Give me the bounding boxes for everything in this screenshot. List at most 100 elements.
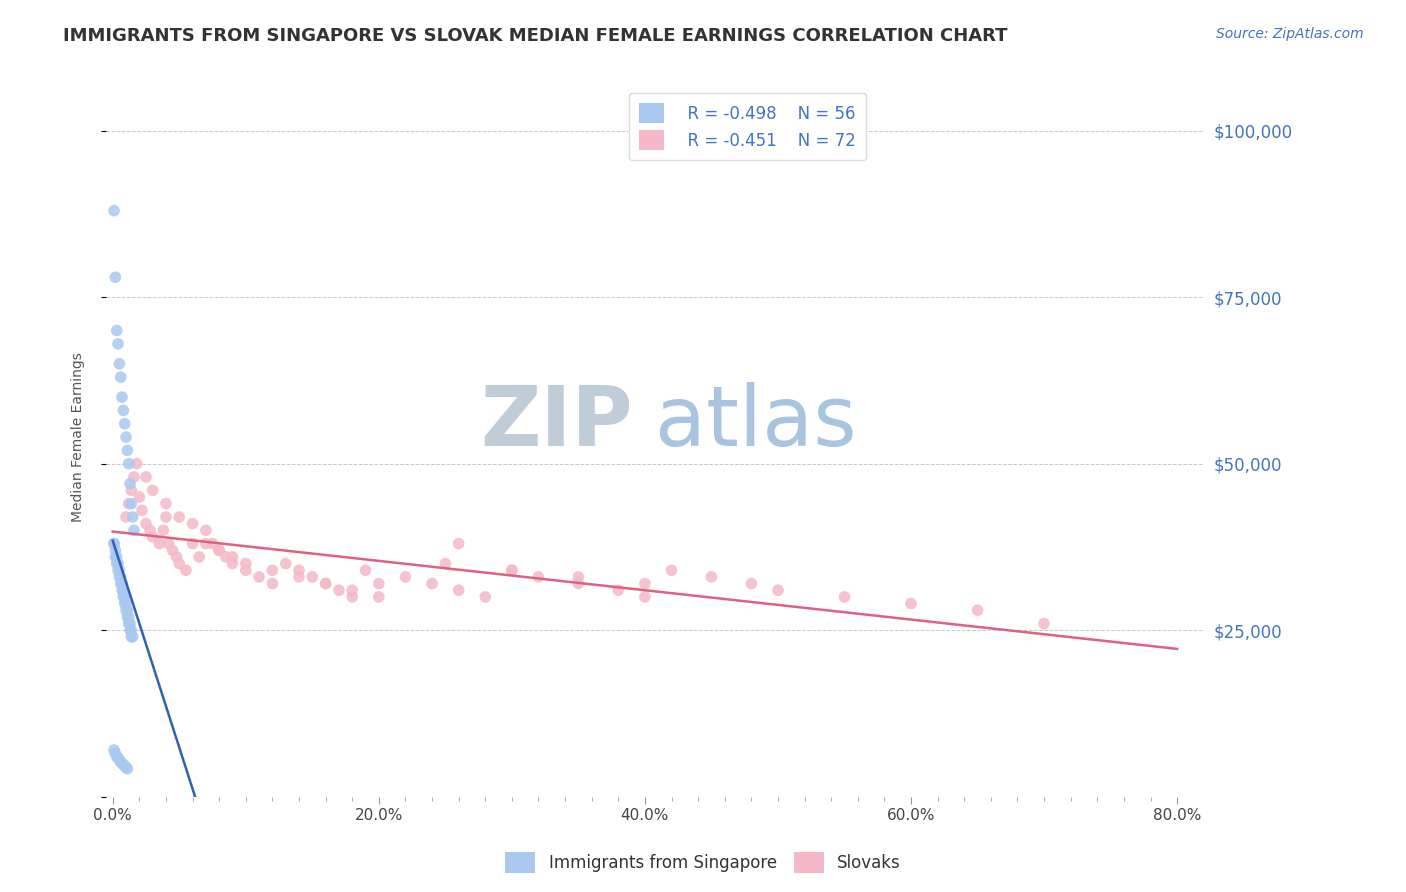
- Point: [107, 557, 129, 571]
- Point: [108, 753, 131, 767]
- Point: [118, 616, 141, 631]
- Point: [142, 530, 165, 544]
- Text: ZIP: ZIP: [481, 382, 633, 463]
- Point: [157, 536, 180, 550]
- Point: [139, 523, 162, 537]
- Point: [117, 762, 139, 776]
- Point: [607, 583, 630, 598]
- Legend: Immigrants from Singapore, Slovaks: Immigrants from Singapore, Slovaks: [499, 846, 907, 880]
- Point: [135, 516, 157, 531]
- Point: [208, 543, 231, 558]
- Point: [501, 563, 523, 577]
- Point: [247, 570, 270, 584]
- Point: [142, 483, 165, 498]
- Point: [740, 576, 762, 591]
- Point: [131, 503, 153, 517]
- Point: [221, 557, 243, 571]
- Text: Source: ZipAtlas.com: Source: ZipAtlas.com: [1216, 27, 1364, 41]
- Point: [208, 543, 231, 558]
- Point: [155, 510, 177, 524]
- Point: [367, 576, 389, 591]
- Point: [120, 623, 142, 637]
- Point: [112, 403, 135, 417]
- Point: [115, 597, 138, 611]
- Point: [166, 549, 188, 564]
- Point: [115, 603, 138, 617]
- Point: [112, 590, 135, 604]
- Point: [105, 749, 128, 764]
- Point: [527, 570, 550, 584]
- Point: [235, 563, 257, 577]
- Point: [105, 324, 128, 338]
- Point: [114, 417, 136, 431]
- Point: [501, 563, 523, 577]
- Point: [104, 270, 127, 285]
- Point: [118, 623, 141, 637]
- Point: [434, 557, 457, 571]
- Point: [104, 549, 127, 564]
- Point: [111, 390, 134, 404]
- Point: [354, 563, 377, 577]
- Point: [201, 536, 224, 550]
- Point: [104, 543, 127, 558]
- Point: [634, 576, 657, 591]
- Point: [215, 549, 238, 564]
- Point: [367, 590, 389, 604]
- Point: [117, 603, 139, 617]
- Point: [342, 590, 364, 604]
- Point: [120, 483, 142, 498]
- Point: [114, 597, 136, 611]
- Point: [121, 630, 143, 644]
- Point: [634, 590, 657, 604]
- Point: [288, 570, 311, 584]
- Point: [148, 536, 170, 550]
- Point: [104, 747, 127, 761]
- Point: [262, 563, 284, 577]
- Point: [120, 497, 142, 511]
- Point: [167, 510, 190, 524]
- Point: [162, 543, 184, 558]
- Point: [288, 563, 311, 577]
- Point: [128, 490, 150, 504]
- Text: IMMIGRANTS FROM SINGAPORE VS SLOVAK MEDIAN FEMALE EARNINGS CORRELATION CHART: IMMIGRANTS FROM SINGAPORE VS SLOVAK MEDI…: [63, 27, 1008, 45]
- Point: [111, 756, 134, 771]
- Point: [567, 576, 589, 591]
- Point: [110, 755, 132, 769]
- Point: [135, 470, 157, 484]
- Point: [105, 549, 128, 564]
- Point: [661, 563, 683, 577]
- Point: [1033, 616, 1056, 631]
- Point: [118, 457, 141, 471]
- Point: [107, 336, 129, 351]
- Point: [155, 497, 177, 511]
- Point: [194, 536, 217, 550]
- Point: [301, 570, 323, 584]
- Point: [107, 563, 129, 577]
- Point: [235, 557, 257, 571]
- Point: [567, 570, 589, 584]
- Point: [103, 203, 125, 218]
- Point: [125, 457, 148, 471]
- Point: [900, 597, 922, 611]
- Point: [181, 536, 204, 550]
- Point: [328, 583, 350, 598]
- Point: [834, 590, 856, 604]
- Point: [103, 743, 125, 757]
- Point: [167, 557, 190, 571]
- Point: [274, 557, 297, 571]
- Point: [108, 357, 131, 371]
- Point: [221, 549, 243, 564]
- Point: [107, 751, 129, 765]
- Point: [188, 549, 211, 564]
- Point: [110, 570, 132, 584]
- Point: [103, 536, 125, 550]
- Point: [122, 523, 145, 537]
- Point: [108, 570, 131, 584]
- Point: [108, 563, 131, 577]
- Point: [181, 516, 204, 531]
- Legend:   R = -0.498    N = 56,   R = -0.451    N = 72: R = -0.498 N = 56, R = -0.451 N = 72: [628, 93, 866, 161]
- Point: [105, 557, 128, 571]
- Point: [118, 610, 141, 624]
- Point: [118, 476, 141, 491]
- Point: [966, 603, 988, 617]
